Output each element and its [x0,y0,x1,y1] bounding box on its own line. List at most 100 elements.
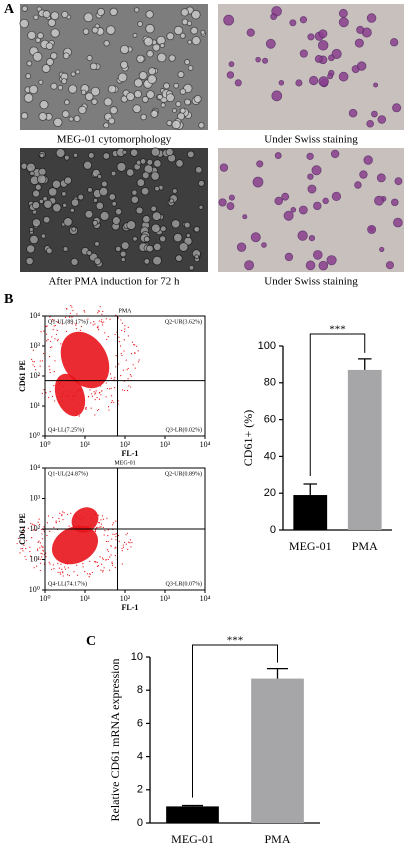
event [49,371,51,374]
cell [270,13,277,20]
event [43,330,45,332]
event [111,400,113,402]
event [55,333,57,336]
event [90,322,92,324]
cell [19,18,29,29]
cell [87,152,95,159]
event [99,306,101,308]
event [115,520,117,522]
cell [99,211,110,221]
event [94,393,96,395]
cell [70,71,76,77]
event [37,541,39,543]
event [123,350,125,352]
event [107,535,109,537]
event [71,407,73,409]
cell [246,28,255,37]
event [118,336,120,338]
event [93,391,95,393]
cell [200,29,206,35]
event [64,316,67,318]
event [94,529,97,531]
cell [89,62,98,71]
cell [45,57,54,66]
cell [165,93,175,103]
cell [252,176,264,188]
event [114,533,116,535]
cell [193,95,202,103]
y-axis-label: CD61+ (%) [241,410,255,466]
x-tick-label: 10³ [160,594,171,603]
event [111,538,113,540]
event [105,396,107,398]
event [38,375,40,377]
cell [313,201,322,211]
event [98,408,100,411]
event [74,514,76,516]
event [92,324,94,326]
event [83,310,85,312]
event [101,515,104,517]
cell [42,10,51,19]
event [134,367,136,369]
event [107,558,109,561]
event [130,546,132,548]
event [107,550,110,552]
cell [171,188,178,194]
cell [184,59,191,66]
cell [91,26,99,34]
event [49,563,51,565]
cell [110,170,117,177]
y-tick-label: 2 [137,784,143,796]
event [35,529,37,531]
event [43,526,45,528]
cell [177,70,185,78]
cell [122,149,128,155]
cell [151,223,161,233]
event [86,527,88,529]
event-cloud [51,525,99,565]
event [106,387,109,390]
cell [132,32,138,38]
cell [153,159,162,168]
event [85,408,87,410]
cell [326,255,337,266]
cell [179,32,186,39]
event [19,552,21,554]
cell [25,73,32,80]
event [130,386,132,388]
event [25,547,27,550]
cell [120,241,130,250]
event [120,319,122,321]
event [31,523,33,525]
cell [117,72,128,83]
event [133,343,135,346]
event [102,571,104,573]
event [94,560,96,563]
event [77,389,79,391]
event [49,369,51,371]
cell [186,150,195,159]
event [20,548,22,550]
cell [33,14,39,21]
cell [31,201,41,210]
cell [32,51,43,62]
event [97,312,99,314]
event [107,540,109,542]
event [62,511,64,513]
cell [157,94,163,100]
cell [261,242,267,248]
cell [82,28,90,35]
cell [198,122,205,129]
event [45,333,48,335]
event [39,562,42,564]
cell [376,173,386,183]
event [22,533,24,535]
cell [385,261,394,270]
cell [146,90,155,99]
event [100,320,102,323]
y-tick-label: 40 [264,450,276,462]
y-tick-label: 20 [264,487,276,499]
cell [173,82,179,89]
